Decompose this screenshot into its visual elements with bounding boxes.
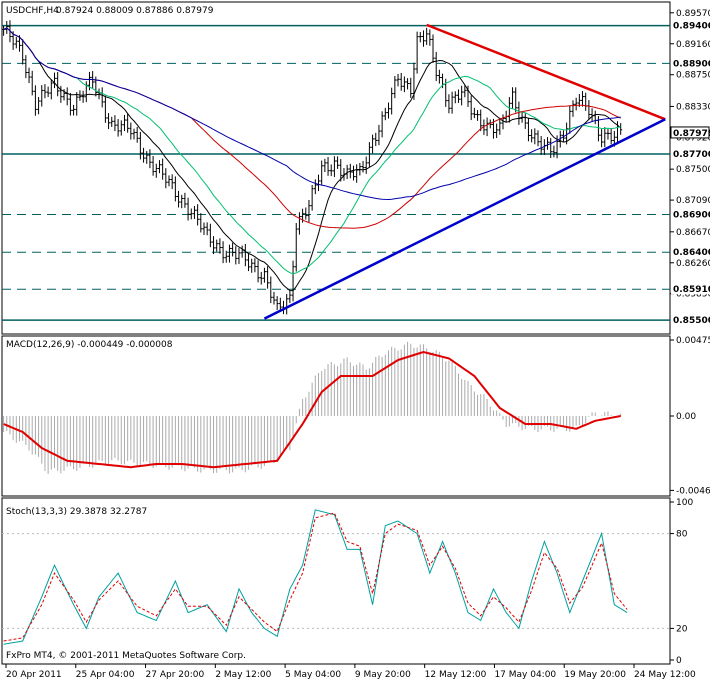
last-price-label: 0.87979 [673, 129, 710, 139]
level-label-bg [671, 208, 709, 220]
resistance-trendline [426, 23, 666, 121]
level-label: 0.86400 [673, 248, 710, 258]
level-label: 0.89400 [673, 22, 710, 32]
x-tick-label: 20 Apr 2011 [6, 670, 62, 680]
level-label-bg [671, 246, 709, 258]
price-tick-label: 0.85850 [676, 290, 710, 300]
price-tick-label: 0.86670 [676, 228, 710, 238]
stoch-tick-label: 0 [676, 656, 682, 666]
macd-pane: 0.00475 0.00 -0.00465 [3, 336, 710, 496]
macd-tick-label: 0.00475 [676, 336, 710, 346]
x-tick-label: 2 May 12:00 [215, 670, 271, 680]
moving-average-line [3, 27, 621, 201]
stoch-tick-label: 20 [676, 624, 688, 634]
level-label: 0.88900 [673, 59, 710, 69]
price-tick-label: 0.86260 [676, 259, 710, 269]
moving-average-line [3, 27, 621, 275]
level-label: 0.87700 [673, 150, 710, 160]
level-label-bg [671, 57, 709, 69]
price-tick-label: 0.89570 [676, 9, 710, 19]
macd-tick-label: -0.00465 [676, 486, 710, 496]
level-label-bg [671, 314, 709, 326]
price-pane: 0.895700.891600.887500.883300.879200.875… [2, 9, 710, 326]
x-tick-label: 24 May 12:00 [634, 670, 696, 680]
x-tick-label: 19 May 20:00 [564, 670, 626, 680]
level-label-bg [671, 148, 709, 160]
x-tick-label: 27 Apr 20:00 [146, 670, 205, 680]
moving-average-line [3, 27, 622, 292]
price-tick-label: 0.87090 [676, 196, 710, 206]
stoch-frame [1, 497, 671, 665]
stoch-pane: 100 80 20 0 [2, 498, 693, 666]
level-label: 0.85500 [673, 316, 710, 326]
stoch-signal-line [3, 512, 628, 642]
last-price-box [670, 126, 710, 139]
price-frame [1, 1, 671, 335]
macd-signal-line [3, 350, 621, 469]
stoch-tick-label: 80 [676, 530, 688, 540]
stoch-main-line [3, 509, 628, 645]
support-trendline [263, 118, 666, 320]
x-tick-label: 5 May 04:00 [285, 670, 341, 680]
level-label: 0.86900 [673, 210, 710, 220]
x-tick-label: 17 May 04:00 [494, 670, 556, 680]
level-label-bg [671, 19, 709, 31]
price-tick-label: 0.89160 [676, 40, 710, 50]
price-tick-label: 0.88330 [676, 102, 710, 112]
x-tick-label: 25 Apr 04:00 [76, 670, 135, 680]
level-label-bg [671, 283, 709, 295]
level-label: 0.85910 [673, 285, 710, 295]
macd-tick-label: 0.00 [676, 412, 696, 422]
price-tick-label: 0.87500 [676, 165, 710, 175]
x-tick-label: 9 May 20:00 [355, 670, 411, 680]
x-axis: 20 Apr 2011 25 Apr 04:00 27 Apr 20:00 2 May… [5, 664, 696, 680]
stoch-tick-label: 100 [676, 498, 693, 508]
price-tick-label: 0.88750 [676, 71, 710, 81]
x-tick-label: 12 May 12:00 [425, 670, 487, 680]
